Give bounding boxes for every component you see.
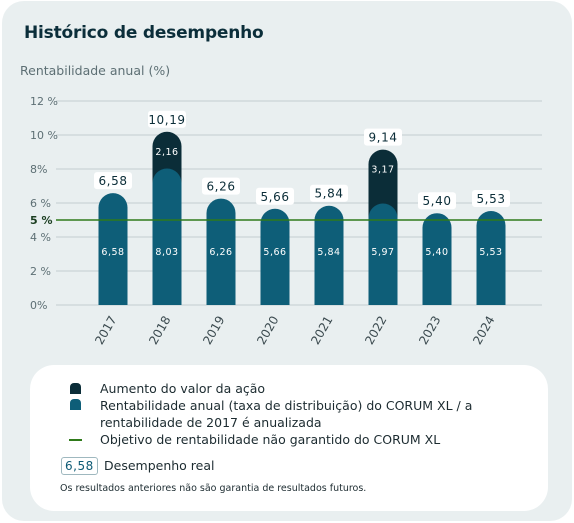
total-label: 10,19 — [148, 113, 185, 127]
bar-annual — [260, 208, 290, 305]
x-tick-label: 2023 — [416, 314, 443, 347]
x-tick-label: 2021 — [308, 314, 335, 347]
x-tick-label: 2020 — [254, 314, 281, 347]
bar-annual-label: 5,97 — [371, 247, 394, 258]
target-line-swatch — [69, 439, 82, 441]
annual-swatch — [70, 399, 81, 410]
y-tick-label: 2 % — [30, 265, 51, 278]
legend-increase-label: Aumento do valor da ação — [100, 381, 266, 396]
bar-annual — [476, 210, 506, 305]
bar-annual-label: 8,03 — [155, 247, 178, 258]
total-label: 9,14 — [368, 131, 397, 145]
y-tick-label: 4 % — [30, 231, 51, 244]
increase-swatch — [70, 383, 81, 394]
total-label: 5,40 — [422, 194, 451, 208]
real-performance-sample: 6,58 — [61, 457, 98, 475]
x-tick-label: 2019 — [200, 314, 227, 347]
total-label-box — [256, 187, 294, 205]
total-label-box — [148, 110, 186, 128]
bar-annual-label: 6,58 — [101, 247, 124, 258]
bar-annual-label: 5,84 — [317, 247, 340, 258]
y-tick-label: 12 % — [30, 95, 58, 108]
y-tick-label: 10 % — [30, 129, 58, 142]
x-tick-label: 2024 — [470, 314, 497, 347]
chart-subtitle: Rentabilidade anual (%) — [20, 63, 171, 78]
y-tick-label: 0% — [30, 299, 47, 312]
y-tick-label: 6 % — [30, 197, 51, 210]
bar-annual — [368, 203, 398, 305]
performance-chart: 0% 2 % 4 % 6 % 8% 10 % 12 % 6,58 6,58 2017 8,03 2,1… — [30, 95, 542, 347]
legend-panel: Aumento do valor da ação Rentabilidade a… — [30, 365, 548, 511]
total-label: 6,58 — [98, 174, 127, 188]
x-tick-label: 2022 — [362, 314, 389, 347]
bar-annual — [98, 193, 128, 305]
total-label-box — [202, 177, 240, 195]
bar-annual — [152, 168, 182, 305]
target-label: 5 % — [30, 214, 53, 227]
bar-annual — [422, 213, 452, 305]
bar-annual — [206, 198, 236, 305]
total-label-box — [364, 128, 402, 146]
legend-annual-label-2: rentabilidade de 2017 é anualizada — [100, 415, 322, 430]
bar-annual — [314, 205, 344, 305]
total-label: 5,66 — [260, 190, 289, 204]
total-label: 5,84 — [314, 187, 343, 201]
x-tick-label: 2018 — [146, 314, 173, 347]
disclaimer-note: Os resultados anteriores não são garanti… — [60, 483, 367, 494]
total-label-box — [472, 189, 510, 207]
bar-increase-label: 3,17 — [371, 165, 394, 176]
total-label-box — [94, 172, 132, 190]
total-label-box — [418, 192, 456, 210]
y-tick-label: 8% — [30, 163, 47, 176]
x-tick-label: 2017 — [92, 314, 119, 347]
bar-annual-label: 5,40 — [425, 247, 448, 258]
bar-annual-label: 6,26 — [209, 247, 232, 258]
bar-increase-label: 2,16 — [155, 147, 178, 158]
total-label: 6,26 — [206, 180, 235, 194]
legend-target-label: Objetivo de rentabilidade não garantido … — [100, 432, 441, 447]
bar-annual-label: 5,53 — [479, 247, 502, 258]
total-label: 5,53 — [476, 192, 505, 206]
total-label-box — [310, 184, 348, 202]
legend-real-label: Desempenho real — [104, 458, 215, 473]
bar-annual-label: 5,66 — [263, 247, 286, 258]
card-title: Histórico de desempenho — [24, 23, 264, 43]
legend-annual-label-1: Rentabilidade anual (taxa de distribuiçã… — [100, 398, 473, 413]
